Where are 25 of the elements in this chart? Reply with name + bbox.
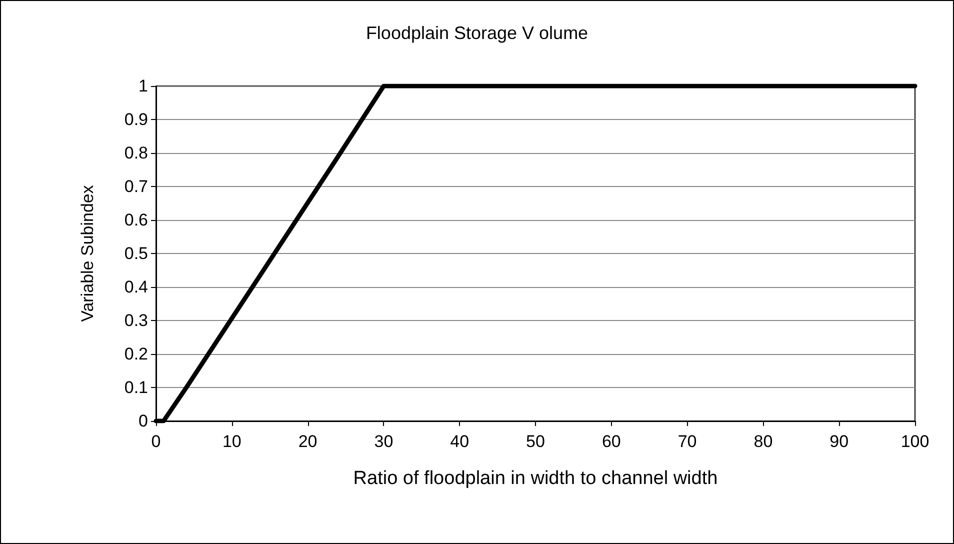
y-tick-label: 0.3 — [124, 311, 148, 330]
y-tick-label: 0.8 — [124, 144, 148, 162]
x-tick-label: 90 — [830, 432, 849, 451]
x-tick-label: 20 — [298, 432, 318, 451]
y-tick-label: 0.5 — [124, 244, 148, 263]
x-tick-label: 80 — [754, 432, 773, 451]
y-tick-label: 0.2 — [124, 344, 148, 364]
y-tick-label: 1 — [138, 76, 148, 96]
chart-title: Floodplain Storage V olume — [366, 23, 588, 43]
y-tick-label: 0.9 — [124, 110, 148, 129]
y-tick-label: 0 — [138, 412, 148, 430]
x-tick-label: 70 — [678, 432, 697, 451]
y-tick-label: 0.7 — [124, 177, 148, 196]
x-tick-label: 10 — [222, 432, 242, 451]
x-tick-label: 40 — [450, 432, 470, 451]
x-tick-label: 0 — [151, 432, 161, 451]
y-tick-label: 0.1 — [124, 378, 148, 397]
x-tick-label: 60 — [602, 432, 621, 451]
y-axis-title: Variable Subindex — [78, 184, 97, 322]
x-axis-title: Ratio of floodplain in width to channel width — [353, 468, 718, 489]
x-tick-label: 100 — [900, 432, 930, 451]
y-tick-label: 0.4 — [124, 278, 148, 296]
x-tick-label: 50 — [526, 432, 545, 451]
y-tick-label: 0.6 — [124, 210, 148, 230]
x-tick-label: 30 — [374, 432, 394, 451]
